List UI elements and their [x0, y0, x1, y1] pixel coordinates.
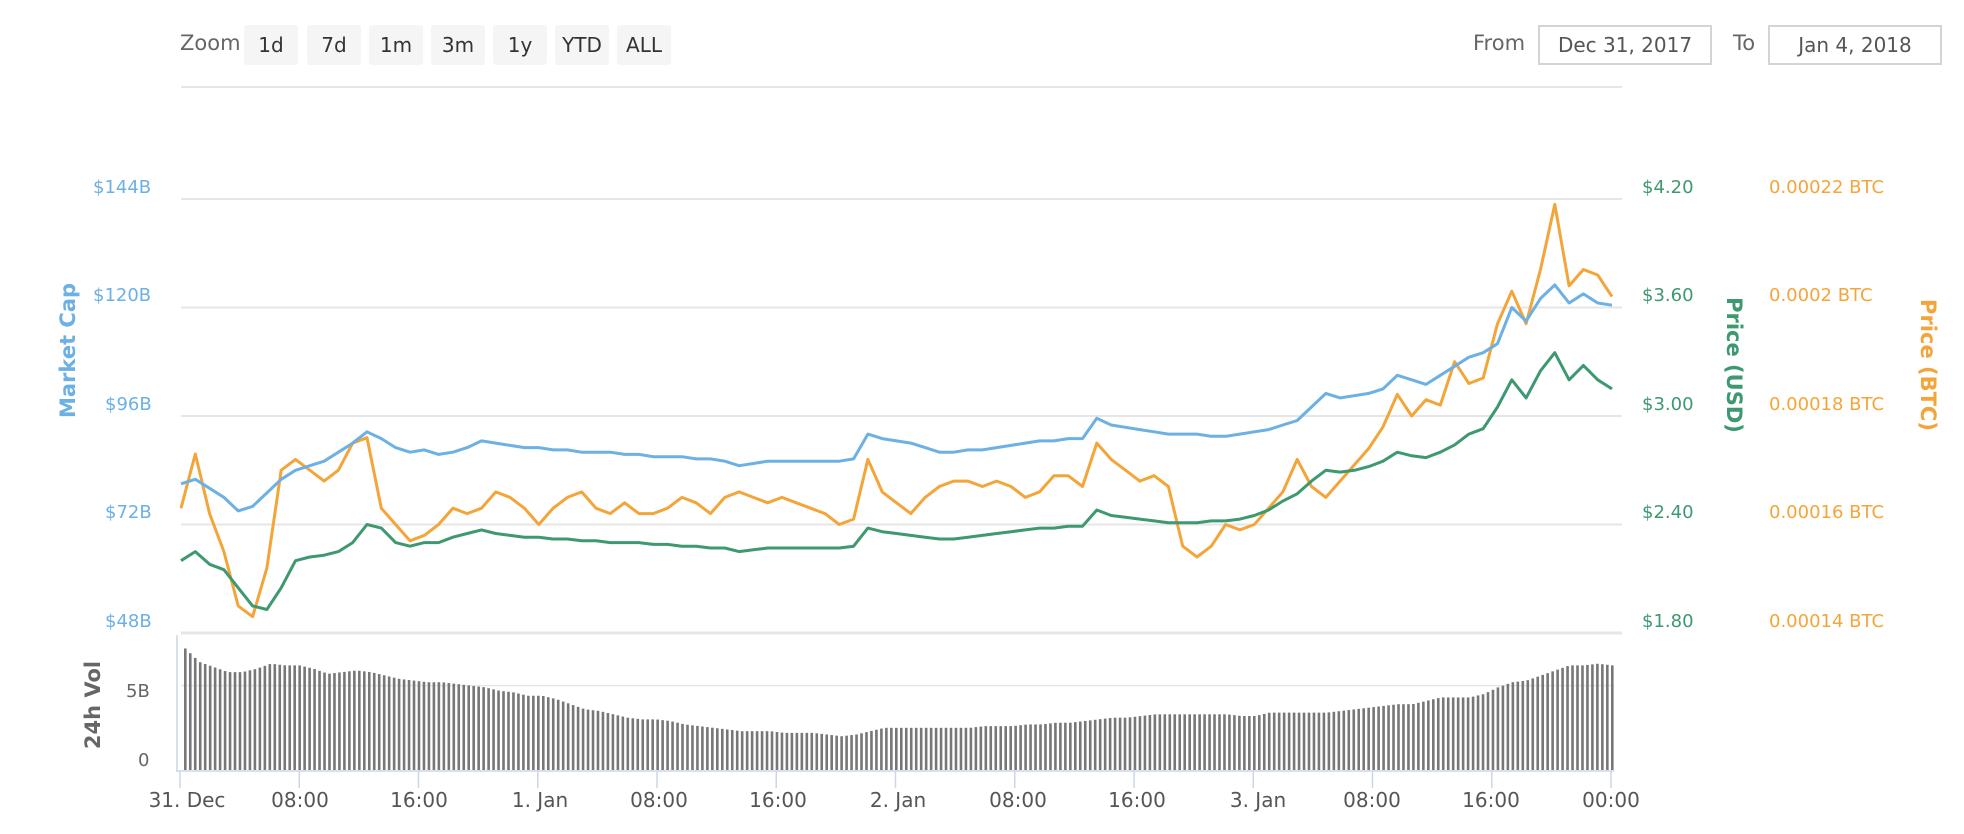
price-btc-axis-title: Price (BTC) [1916, 299, 1940, 431]
x-tick-label: 2. Jan [869, 788, 927, 812]
volume-bars [184, 648, 1614, 770]
x-tick-label: 00:00 [1582, 788, 1640, 812]
x-tick-label: 08:00 [630, 788, 688, 812]
zoom-1d-button[interactable]: 1d [244, 25, 298, 65]
x-tick-label: 16:00 [1462, 788, 1520, 812]
market-cap-tick: $96B [105, 394, 152, 415]
price-btc-tick: 0.00018 BTC [1769, 394, 1885, 415]
price-usd-tick: $2.40 [1642, 502, 1694, 523]
x-tick-label: 31. Dec [148, 788, 226, 812]
market-cap-axis-title: Market Cap [56, 282, 80, 418]
x-tick-label: 08:00 [989, 788, 1047, 812]
price-btc-tick: 0.0002 BTC [1769, 285, 1873, 306]
market-cap-tick: $144B [93, 177, 152, 198]
from-date-input[interactable]: Dec 31, 2017 [1538, 25, 1712, 65]
market-cap-tick: $72B [105, 502, 152, 523]
volume-axis-title: 24h Vol [81, 660, 105, 750]
zoom-all-button[interactable]: ALL [617, 25, 671, 65]
zoom-3m-button[interactable]: 3m [431, 25, 485, 65]
volume-tick: 5B [126, 681, 150, 702]
zoom-ytd-button[interactable]: YTD [555, 25, 609, 65]
x-tick-label: 3. Jan [1229, 788, 1287, 812]
volume-tick: 0 [138, 750, 150, 771]
x-tick-label: 08:00 [1343, 788, 1401, 812]
price-usd-axis-title: Price (USD) [1722, 297, 1746, 433]
market-cap-tick: $48B [105, 611, 152, 632]
x-tick-label: 1. Jan [511, 788, 569, 812]
price-btc-tick: 0.00022 BTC [1769, 177, 1885, 198]
zoom-1m-button[interactable]: 1m [369, 25, 423, 65]
price-btc-tick: 0.00014 BTC [1769, 611, 1885, 632]
gridlines [181, 198, 1622, 687]
zoom-label: Zoom [180, 31, 241, 55]
x-axis-ticks [179, 771, 1612, 788]
x-tick-label: 16:00 [390, 788, 448, 812]
to-date-input[interactable]: Jan 4, 2018 [1768, 25, 1942, 65]
price-btc-line[interactable] [179, 202, 1614, 619]
price-usd-tick: $1.80 [1642, 611, 1694, 632]
price-usd-tick: $4.20 [1642, 177, 1694, 198]
x-tick-label: 16:00 [1108, 788, 1166, 812]
to-label: To [1733, 31, 1756, 55]
price-usd-tick: $3.00 [1642, 394, 1694, 415]
price-btc-tick: 0.00016 BTC [1769, 502, 1885, 523]
price-usd-line[interactable] [180, 351, 1613, 611]
x-tick-label: 16:00 [749, 788, 807, 812]
price-usd-tick: $3.60 [1642, 285, 1694, 306]
market-cap-tick: $120B [93, 285, 152, 306]
x-tick-label: 08:00 [271, 788, 329, 812]
from-label: From [1473, 31, 1526, 55]
market-cap-line[interactable] [180, 283, 1613, 513]
zoom-7d-button[interactable]: 7d [307, 25, 361, 65]
zoom-1y-button[interactable]: 1y [493, 25, 547, 65]
